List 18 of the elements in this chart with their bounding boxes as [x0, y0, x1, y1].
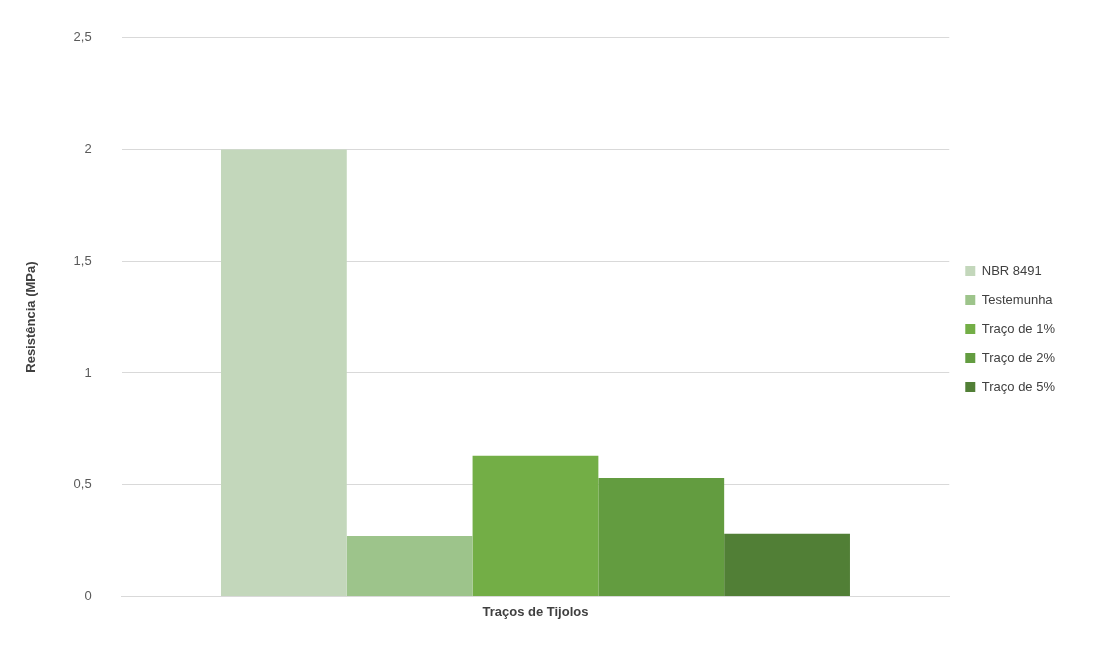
y-axis-title: Resistência (MPa): [23, 261, 39, 373]
legend-label: Testemunha: [981, 291, 1054, 307]
bar: [346, 536, 473, 596]
y-tick-label: 1,5: [73, 252, 92, 268]
y-tick-label: 0,5: [73, 476, 92, 492]
bar: [598, 477, 725, 596]
x-tick-label: Traços de Tijolos: [482, 603, 589, 619]
y-tick-label: 2: [84, 141, 92, 157]
y-tick-label: 0: [84, 587, 92, 603]
y-tick-label: 1: [84, 364, 92, 380]
legend-label: Traço de 5%: [981, 378, 1056, 394]
legend-label: Traço de 2%: [981, 349, 1056, 365]
legend-label: Traço de 1%: [981, 320, 1056, 336]
bar: [220, 149, 347, 596]
y-tick-label: 2,5: [73, 29, 92, 45]
bar: [472, 455, 599, 596]
legend-label: NBR 8491: [981, 262, 1042, 278]
bar: [724, 533, 850, 596]
